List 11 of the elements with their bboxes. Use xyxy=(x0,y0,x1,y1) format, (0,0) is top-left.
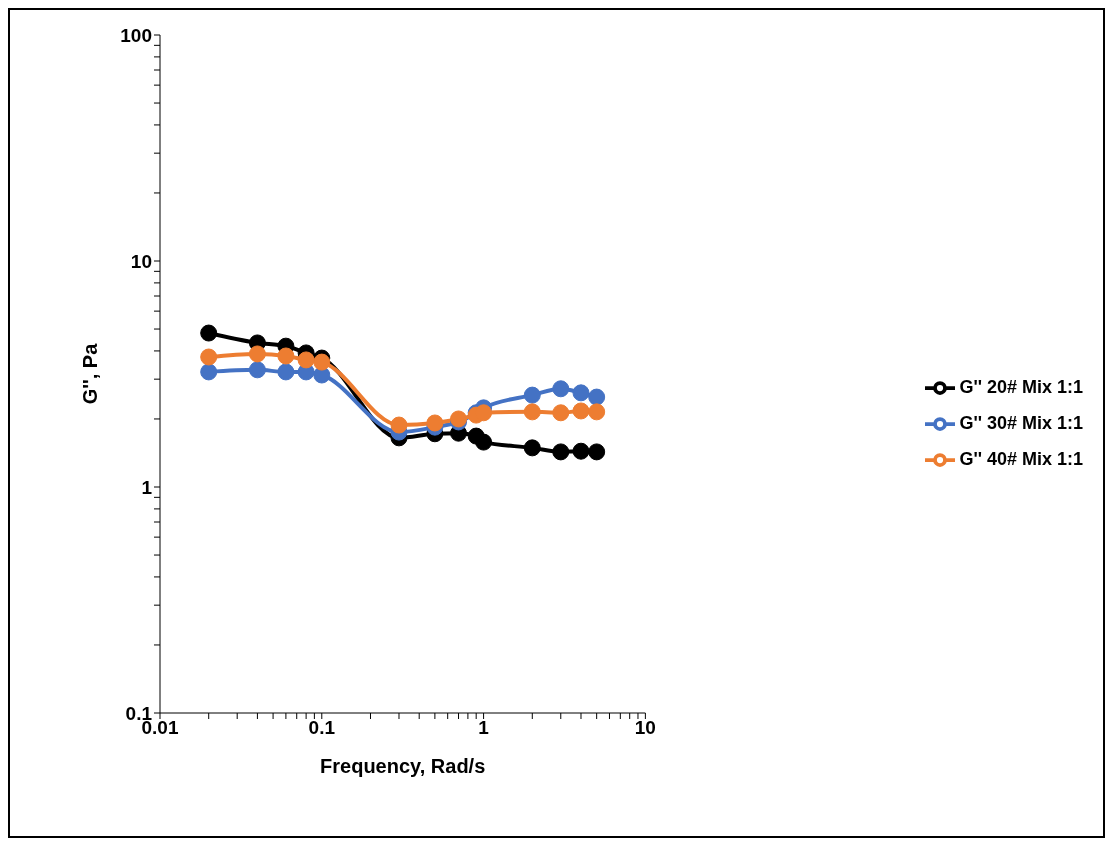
x-tick-label: 10 xyxy=(634,717,656,739)
y-tick-label: 10 xyxy=(130,250,152,272)
legend-label: G'' 20# Mix 1:1 xyxy=(959,377,1083,397)
legend-label: G'' 40# Mix 1:1 xyxy=(959,449,1083,469)
x-axis-title: Frequency, Rad/s xyxy=(320,755,486,777)
y-tick-label: 100 xyxy=(120,24,152,46)
y-axis-title: G'', Pa xyxy=(79,342,102,405)
y-tick-label: 1 xyxy=(141,476,153,498)
legend-label: G'' 30# Mix 1:1 xyxy=(959,413,1083,433)
x-tick-label: 0.1 xyxy=(308,717,336,739)
x-tick-label: 1 xyxy=(478,717,490,739)
